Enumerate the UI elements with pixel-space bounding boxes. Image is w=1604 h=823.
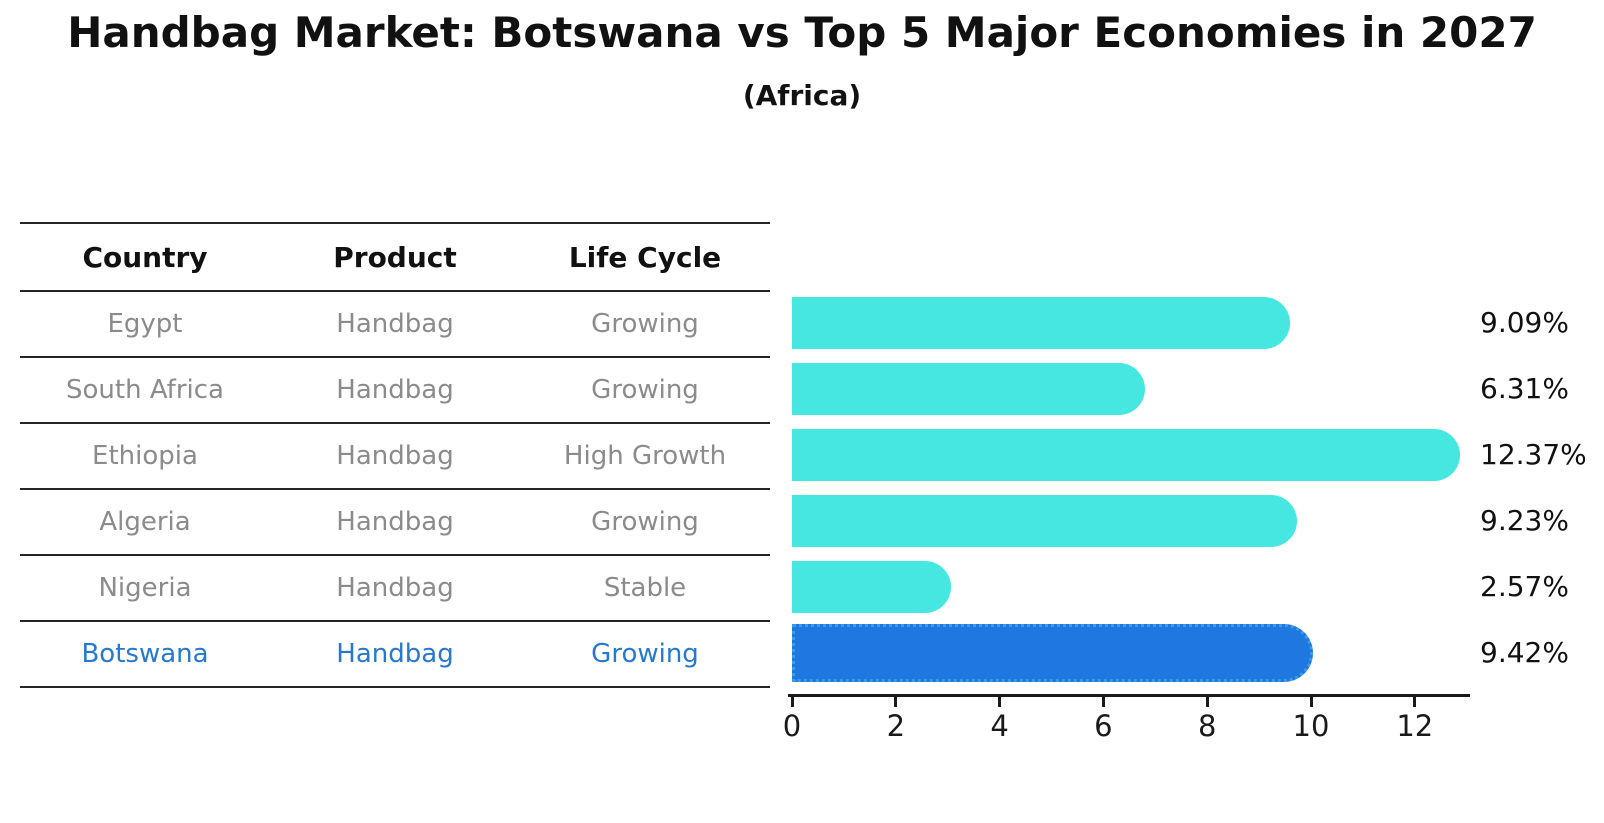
table-row: Ethiopia Handbag High Growth (20, 424, 770, 490)
table-cell-life-cycle: Growing (591, 507, 699, 537)
x-tick (998, 697, 1002, 707)
table-cell-product: Handbag (336, 639, 454, 669)
table-row: Nigeria Handbag Stable (20, 556, 770, 622)
bar-value-label: 9.23% (1480, 504, 1569, 537)
bar-ethiopia (792, 429, 1460, 481)
x-tick-label: 10 (1292, 709, 1330, 743)
header-cell-product: Product (333, 240, 457, 274)
table-cell-life-cycle: High Growth (563, 441, 727, 471)
table-row: Egypt Handbag Growing (20, 292, 770, 358)
chart-title: Handbag Market: Botswana vs Top 5 Major … (67, 8, 1537, 57)
table-cell-product: Handbag (336, 309, 454, 339)
x-tick (790, 697, 794, 707)
table-cell-country: Ethiopia (92, 441, 198, 471)
table-cell-life-cycle: Growing (591, 639, 699, 669)
x-tick (1309, 697, 1313, 707)
bar-value-label: 9.42% (1480, 636, 1569, 669)
header-cell-life-cycle: Life Cycle (568, 240, 722, 274)
table-cell-product: Handbag (336, 375, 454, 405)
table-row: South Africa Handbag Growing (20, 358, 770, 424)
table-cell-country: Botswana (81, 639, 209, 669)
x-tick-label: 2 (886, 709, 906, 743)
table-cell-country: South Africa (66, 375, 224, 405)
table-cell-country: Egypt (107, 309, 183, 339)
table-cell-product: Handbag (336, 507, 454, 537)
table-row: Botswana Handbag Growing (20, 622, 770, 688)
bar-algeria (792, 495, 1297, 547)
table-header-row: Country Product Life Cycle (20, 222, 770, 292)
header-cell-country: Country (82, 240, 208, 274)
x-tick (1205, 697, 1209, 707)
x-tick (1101, 697, 1105, 707)
bar-nigeria (792, 561, 951, 613)
x-tick-label: 4 (990, 709, 1009, 743)
x-tick (894, 697, 898, 707)
table-cell-life-cycle: Growing (591, 309, 699, 339)
table-cell-product: Handbag (336, 573, 454, 603)
x-tick (1413, 697, 1417, 707)
chart-subtitle: (Africa) (742, 79, 862, 112)
bar-value-label: 6.31% (1480, 372, 1569, 405)
table-cell-country: Algeria (99, 507, 191, 537)
x-tick-label: 8 (1197, 709, 1217, 743)
table-cell-product: Handbag (336, 441, 454, 471)
bar-value-label: 9.09% (1480, 306, 1569, 339)
x-axis (788, 694, 1470, 697)
table-body: Egypt Handbag Growing South Africa Handbag Gr… (20, 292, 770, 688)
bar-highlight-botswana (792, 624, 1313, 682)
table-row: Algeria Handbag Growing (20, 490, 770, 556)
bar-value-label: 2.57% (1480, 570, 1569, 603)
bar-value-label: 12.37% (1480, 438, 1587, 471)
x-tick-label: 12 (1396, 709, 1434, 743)
x-tick-label: 0 (782, 709, 802, 743)
table-cell-life-cycle: Stable (603, 573, 687, 603)
data-table: Country Product Life Cycle Egypt Handbag G… (20, 222, 770, 688)
table-cell-life-cycle: Growing (591, 375, 699, 405)
table-cell-country: Nigeria (98, 573, 192, 603)
x-tick-label: 6 (1094, 709, 1113, 743)
bar-egypt (792, 297, 1290, 349)
bar-south-africa (792, 363, 1145, 415)
